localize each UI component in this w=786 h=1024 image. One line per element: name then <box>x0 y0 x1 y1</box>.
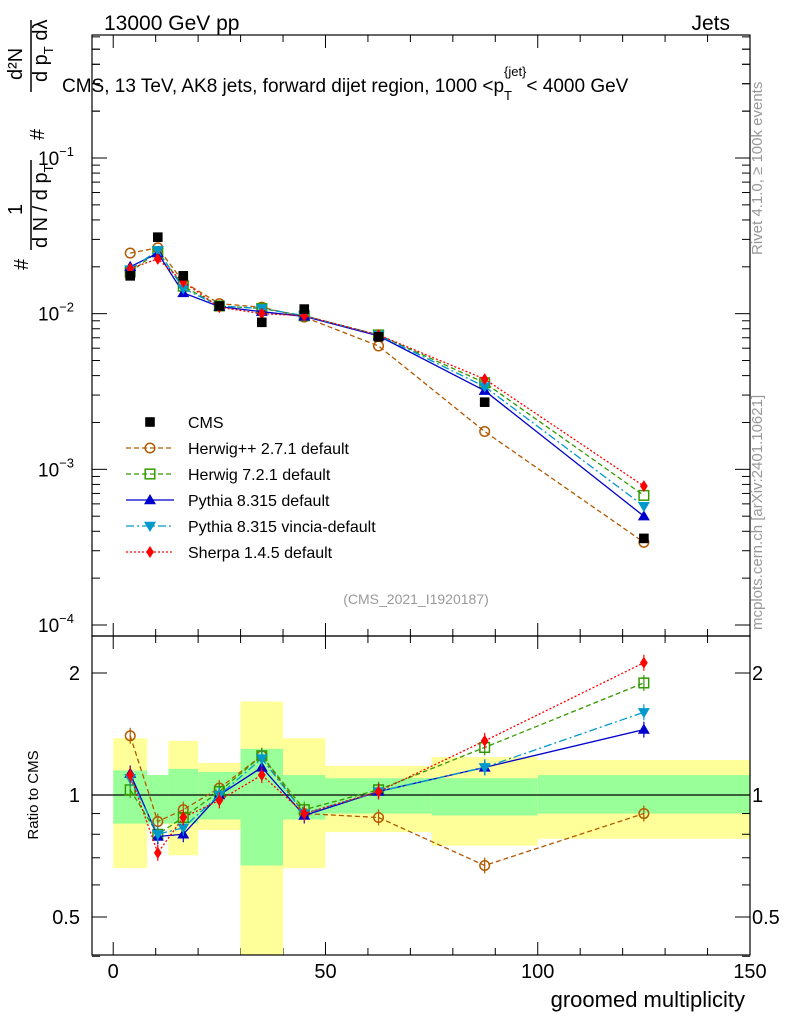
ratio-point <box>638 677 650 689</box>
rivet-version-label: Rivet 4.1.0, ≥ 100k events <box>749 82 766 255</box>
x-tick-label: 100 <box>521 961 554 983</box>
ylabel-hash-1: # <box>11 258 33 270</box>
ratio-point <box>637 708 650 719</box>
ratio-point <box>151 830 164 841</box>
series-point <box>124 247 136 259</box>
series-point <box>639 480 648 493</box>
legend-marker <box>144 494 156 505</box>
legend-label: CMS <box>188 415 224 432</box>
y-tick-label: 10−2 <box>38 300 74 326</box>
series-point <box>478 382 491 393</box>
ratio-band-inner <box>431 778 538 816</box>
x-tick-label: 0 <box>108 961 119 983</box>
data-point <box>125 271 136 281</box>
ratio-panel: 0 50 100 150 2 2 1 1 0.5 0.5 <box>52 635 780 983</box>
data-point <box>299 304 310 314</box>
series-point <box>153 252 162 265</box>
plot-title: CMS, 13 TeV, AK8 jets, forward dijet reg… <box>62 64 629 103</box>
series-point <box>300 309 309 322</box>
legend-marker <box>146 546 154 558</box>
series-point <box>479 425 491 438</box>
series-point <box>637 501 650 513</box>
series-point <box>177 284 190 295</box>
ylabel-d2n: d²N <box>5 48 27 80</box>
data-series <box>125 232 649 544</box>
ylabel-one: 1 <box>5 204 27 215</box>
ratio-point <box>639 656 648 669</box>
ratio-y-tick-label: 2 <box>69 663 80 685</box>
jets-label: Jets <box>691 12 730 35</box>
ratio-point <box>215 794 224 807</box>
ratio-y-tick-label: 1 <box>69 785 80 807</box>
ratio-point <box>177 823 190 834</box>
ratio-point <box>372 811 385 824</box>
beam-label: 13000 GeV pp <box>104 12 239 35</box>
legend-marker <box>144 468 156 480</box>
ratio-point <box>153 846 162 859</box>
y-tick-label: 10−3 <box>38 455 74 481</box>
ratio-point <box>480 734 489 747</box>
ratio-point <box>255 754 268 765</box>
ylabel-dpt-dlambda: d pT dλ <box>30 20 56 82</box>
ratio-y-tick-label-right: 2 <box>752 663 763 685</box>
legend-label: Pythia 8.315 default <box>188 493 330 510</box>
legend-label: Herwig++ 2.7.1 default <box>188 441 350 458</box>
legend: CMS Herwig++ 2.7.1 default Herwig 7.2.1 de… <box>126 415 376 562</box>
legend-marker <box>144 521 156 532</box>
ratio-y-tick-label-right: 1 <box>752 785 763 807</box>
xlabel: groomed multiplicity <box>551 987 745 1012</box>
ratio-point <box>479 859 491 872</box>
x-tick-label: 150 <box>733 961 766 983</box>
ratio-point <box>374 785 383 798</box>
data-point <box>178 271 189 281</box>
ylabel-hash-2: # <box>27 128 49 140</box>
legend-marker <box>144 442 156 454</box>
ratio-series-line <box>129 735 645 867</box>
ratio-y-tick-label: 0.5 <box>52 907 80 929</box>
ratio-point <box>638 807 650 820</box>
analysis-id: (CMS_2021_I1920187) <box>343 591 489 607</box>
series-point <box>257 307 266 320</box>
ratio-ylabel: Ratio to CMS <box>25 750 42 839</box>
ratio-point <box>300 807 309 820</box>
series-line <box>129 250 645 496</box>
ratio-point <box>126 769 135 782</box>
data-point <box>479 397 490 407</box>
legend-label: Pythia 8.315 vincia-default <box>188 519 376 536</box>
legend-label: Sherpa 1.4.5 default <box>188 545 333 562</box>
y-tick-label: 10−4 <box>38 611 74 637</box>
x-tick-label: 50 <box>314 961 336 983</box>
ylabel-dn-dpt: d N / d pT <box>30 164 56 248</box>
ratio-point <box>257 769 266 782</box>
series-point <box>151 246 164 257</box>
series-point <box>372 340 385 352</box>
ratio-point <box>637 723 650 734</box>
data-point <box>257 317 267 328</box>
data-point <box>214 301 225 311</box>
series-point <box>637 510 650 521</box>
legend-marker <box>145 417 155 427</box>
series-line <box>129 258 645 487</box>
ratio-band-inner <box>147 775 169 824</box>
y-tick-label: 10−1 <box>38 144 74 170</box>
data-point <box>639 533 649 544</box>
ratio-series-line <box>129 662 645 855</box>
data-point <box>153 232 163 242</box>
data-point <box>373 332 384 342</box>
ratio-y-tick-label-right: 0.5 <box>752 907 780 929</box>
ratio-point <box>478 763 491 774</box>
main-ylabel: # 1 d N / d pT # d²N d pT dλ <box>5 20 56 270</box>
series-1 <box>124 246 650 501</box>
ratio-series-4 <box>126 654 648 861</box>
mcplots-label: mcplots.cern.ch [arXiv:2401.10621] <box>749 395 766 630</box>
legend-label: Herwig 7.2.1 default <box>188 467 331 484</box>
ratio-point <box>124 730 136 742</box>
series-point <box>480 373 489 386</box>
ratio-point <box>179 811 188 824</box>
ratio-series-line <box>129 682 645 836</box>
main-panel: 10−1 10−2 10−3 10−4 <box>38 34 751 955</box>
